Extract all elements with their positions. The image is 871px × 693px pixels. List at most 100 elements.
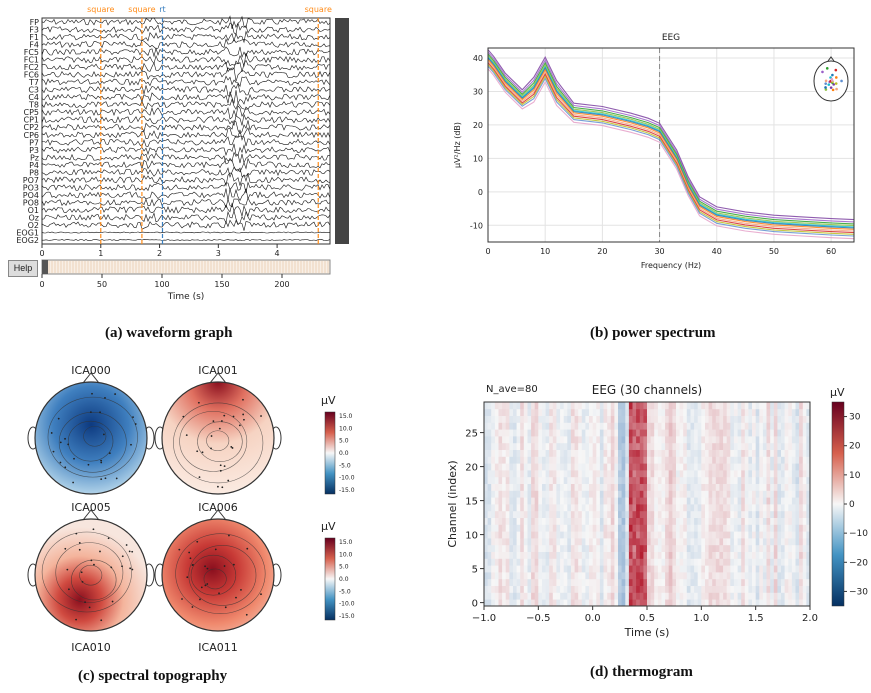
heatmap-cell [643, 510, 648, 518]
heatmap-cell [494, 599, 499, 607]
electrode-dot [196, 540, 199, 543]
heatmap-cell [596, 422, 601, 430]
heatmap-cell [668, 463, 673, 471]
heatmap-cell [523, 476, 528, 484]
heatmap-cell [632, 402, 637, 410]
heatmap-cell [494, 470, 499, 478]
heatmap-cell [585, 538, 590, 546]
heatmap-cell [585, 558, 590, 566]
heatmap-cell [614, 538, 619, 546]
heatmap-cell [505, 572, 510, 580]
channel-trace [41, 46, 331, 59]
heatmap-cell [683, 565, 688, 573]
heatmap-cell [668, 592, 673, 600]
heatmap-cell [708, 402, 713, 410]
heatmap-cell [614, 510, 619, 518]
heatmap-cell [491, 572, 496, 580]
heatmap-cell [650, 558, 655, 566]
heatmap-cell [531, 544, 536, 552]
heatmap-cell [759, 585, 764, 593]
heatmap-cell [589, 408, 593, 416]
heatmap-cell [701, 497, 706, 505]
heatmap-cell [578, 592, 583, 600]
electrode-dot [89, 411, 92, 414]
heatmap-cell [570, 402, 575, 410]
heatmap-cell [592, 517, 597, 525]
heatmap-cell [610, 436, 615, 444]
heatmap-cell [552, 504, 557, 512]
heatmap-cell [574, 490, 579, 498]
heatmap-cell [484, 572, 488, 580]
heatmap-cell [799, 538, 804, 546]
heatmap-cell [715, 592, 720, 600]
heatmap-cell [625, 415, 630, 423]
heatmap-cell [770, 476, 775, 484]
heatmap-cell [672, 422, 677, 430]
heatmap-cell [581, 585, 586, 593]
heatmap-cell [560, 585, 565, 593]
heatmap-cell [770, 538, 775, 546]
heatmap-cell [505, 524, 510, 532]
heatmap-cell [806, 483, 811, 491]
heatmap-cell [560, 504, 565, 512]
heatmap-cell [650, 456, 655, 464]
heatmap-cell [578, 490, 583, 498]
heatmap-colorbar [831, 401, 845, 607]
heatmap-cell [668, 510, 673, 518]
heatmap-cell [599, 483, 604, 491]
heatmap-cell [802, 429, 807, 437]
heatmap-cell [730, 572, 735, 580]
heatmap-cell [744, 415, 749, 423]
heatmap-cell [596, 585, 601, 593]
heatmap-cell [744, 544, 749, 552]
heatmap-cell [545, 565, 550, 573]
heatmap-cell [520, 476, 525, 484]
electrode-dot [81, 580, 84, 583]
heatmap-cell [570, 476, 575, 484]
heatmap-cell [599, 470, 604, 478]
heatmap-cell [607, 442, 612, 450]
heatmap-cell [625, 442, 630, 450]
heatmap-cell [621, 599, 626, 607]
heatmap-cell [534, 551, 539, 559]
heatmap-cell [741, 415, 746, 423]
heatmap-cell [505, 408, 510, 416]
heatmap-cell [708, 422, 713, 430]
help-button[interactable]: Help [8, 260, 38, 277]
heatmap-cell [802, 531, 807, 539]
sensor-dot [834, 76, 838, 79]
heatmap-cell [498, 483, 503, 491]
heatmap-cell [806, 422, 811, 430]
heatmap-cell [632, 517, 637, 525]
heatmap-cell [748, 599, 753, 607]
waveform-plot[interactable]: FPF3F1F4FC5FC1FC2FC6T7C3C4T8CP5CP1CP2CP6… [0, 0, 360, 302]
heatmap-cell [759, 599, 764, 607]
heatmap-cell [618, 442, 622, 450]
heatmap-cell [708, 510, 713, 518]
heatmap-cell [520, 565, 525, 573]
heatmap-cell [592, 558, 597, 566]
heatmap-cell [534, 415, 539, 423]
heatmap-cell [647, 490, 651, 498]
heatmap-cell [560, 524, 565, 532]
heatmap-cell [806, 436, 811, 444]
heatmap-cell [697, 524, 702, 532]
heatmap-cell [791, 504, 796, 512]
electrode-dot [80, 571, 83, 574]
channel-trace [41, 90, 331, 105]
heatmap-cell [563, 517, 568, 525]
heatmap-cell [603, 578, 608, 586]
heatmap-cell [538, 463, 543, 471]
heatmap-cell [610, 490, 615, 498]
heatmap-cell [621, 572, 626, 580]
heatmap-cell [491, 524, 496, 532]
heatmap-cell [639, 551, 644, 559]
heatmap-cell [686, 558, 691, 566]
heatmap-cell [513, 470, 517, 478]
heatmap-cell [534, 504, 539, 512]
heatmap-cell [719, 572, 724, 580]
heatmap-cell [484, 442, 488, 450]
heatmap-cell [534, 429, 539, 437]
heatmap-cell [755, 422, 760, 430]
channel-label: FC2 [24, 63, 39, 72]
